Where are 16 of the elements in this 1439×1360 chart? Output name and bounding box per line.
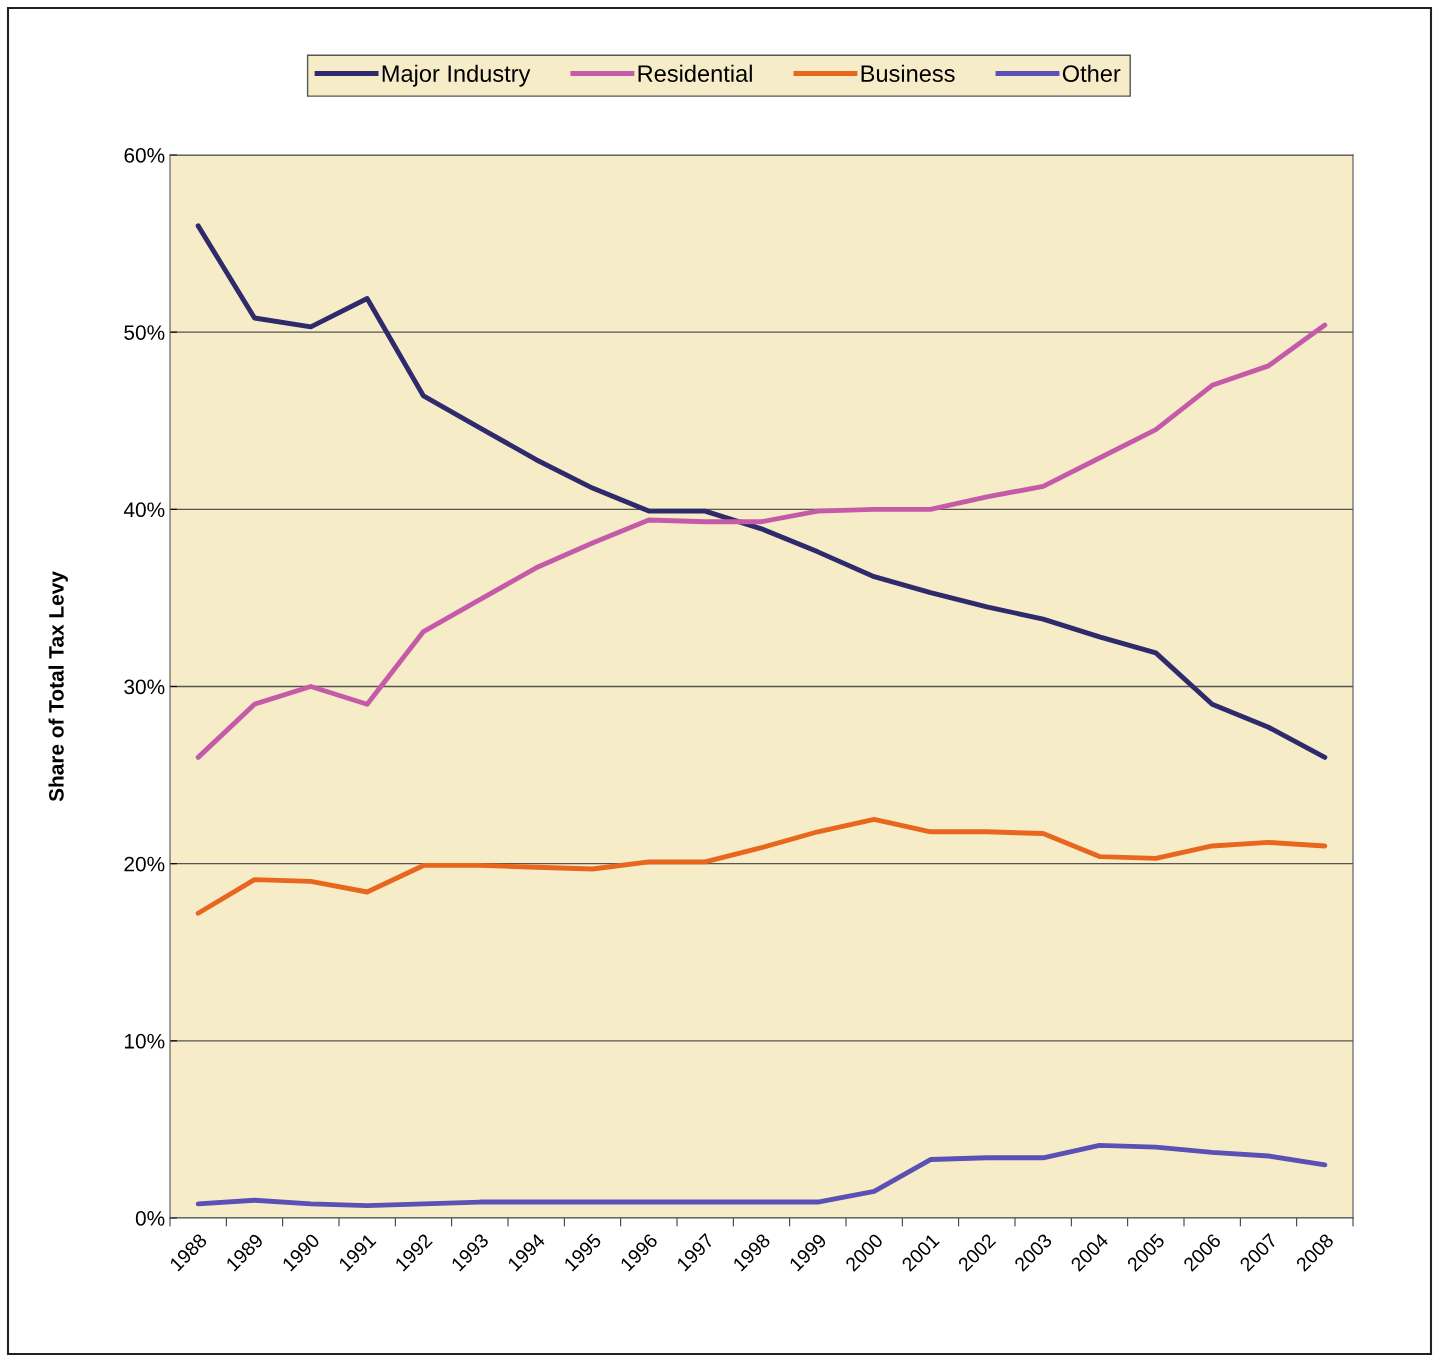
line-series bbox=[195, 322, 1328, 760]
y-tick-label: 20% bbox=[124, 856, 165, 872]
legend-label: Business bbox=[861, 64, 955, 82]
legend-label: Residential bbox=[638, 64, 752, 82]
y-tick-label: 50% bbox=[124, 325, 165, 340]
line-series bbox=[195, 1142, 1328, 1209]
y-tick-label: 0% bbox=[135, 1211, 165, 1226]
line-series bbox=[195, 816, 1328, 916]
y-tick-label: 30% bbox=[124, 679, 165, 695]
y-tick-label: 60% bbox=[124, 148, 165, 163]
y-axis-title: Share of Total Tax Levy bbox=[48, 571, 68, 802]
legend-label: Other bbox=[1062, 64, 1121, 82]
y-tick-label: 10% bbox=[125, 1033, 165, 1049]
y-tick-label: 40% bbox=[123, 502, 165, 518]
legend-label: Major Industry bbox=[382, 64, 531, 87]
line-series bbox=[195, 223, 1328, 760]
